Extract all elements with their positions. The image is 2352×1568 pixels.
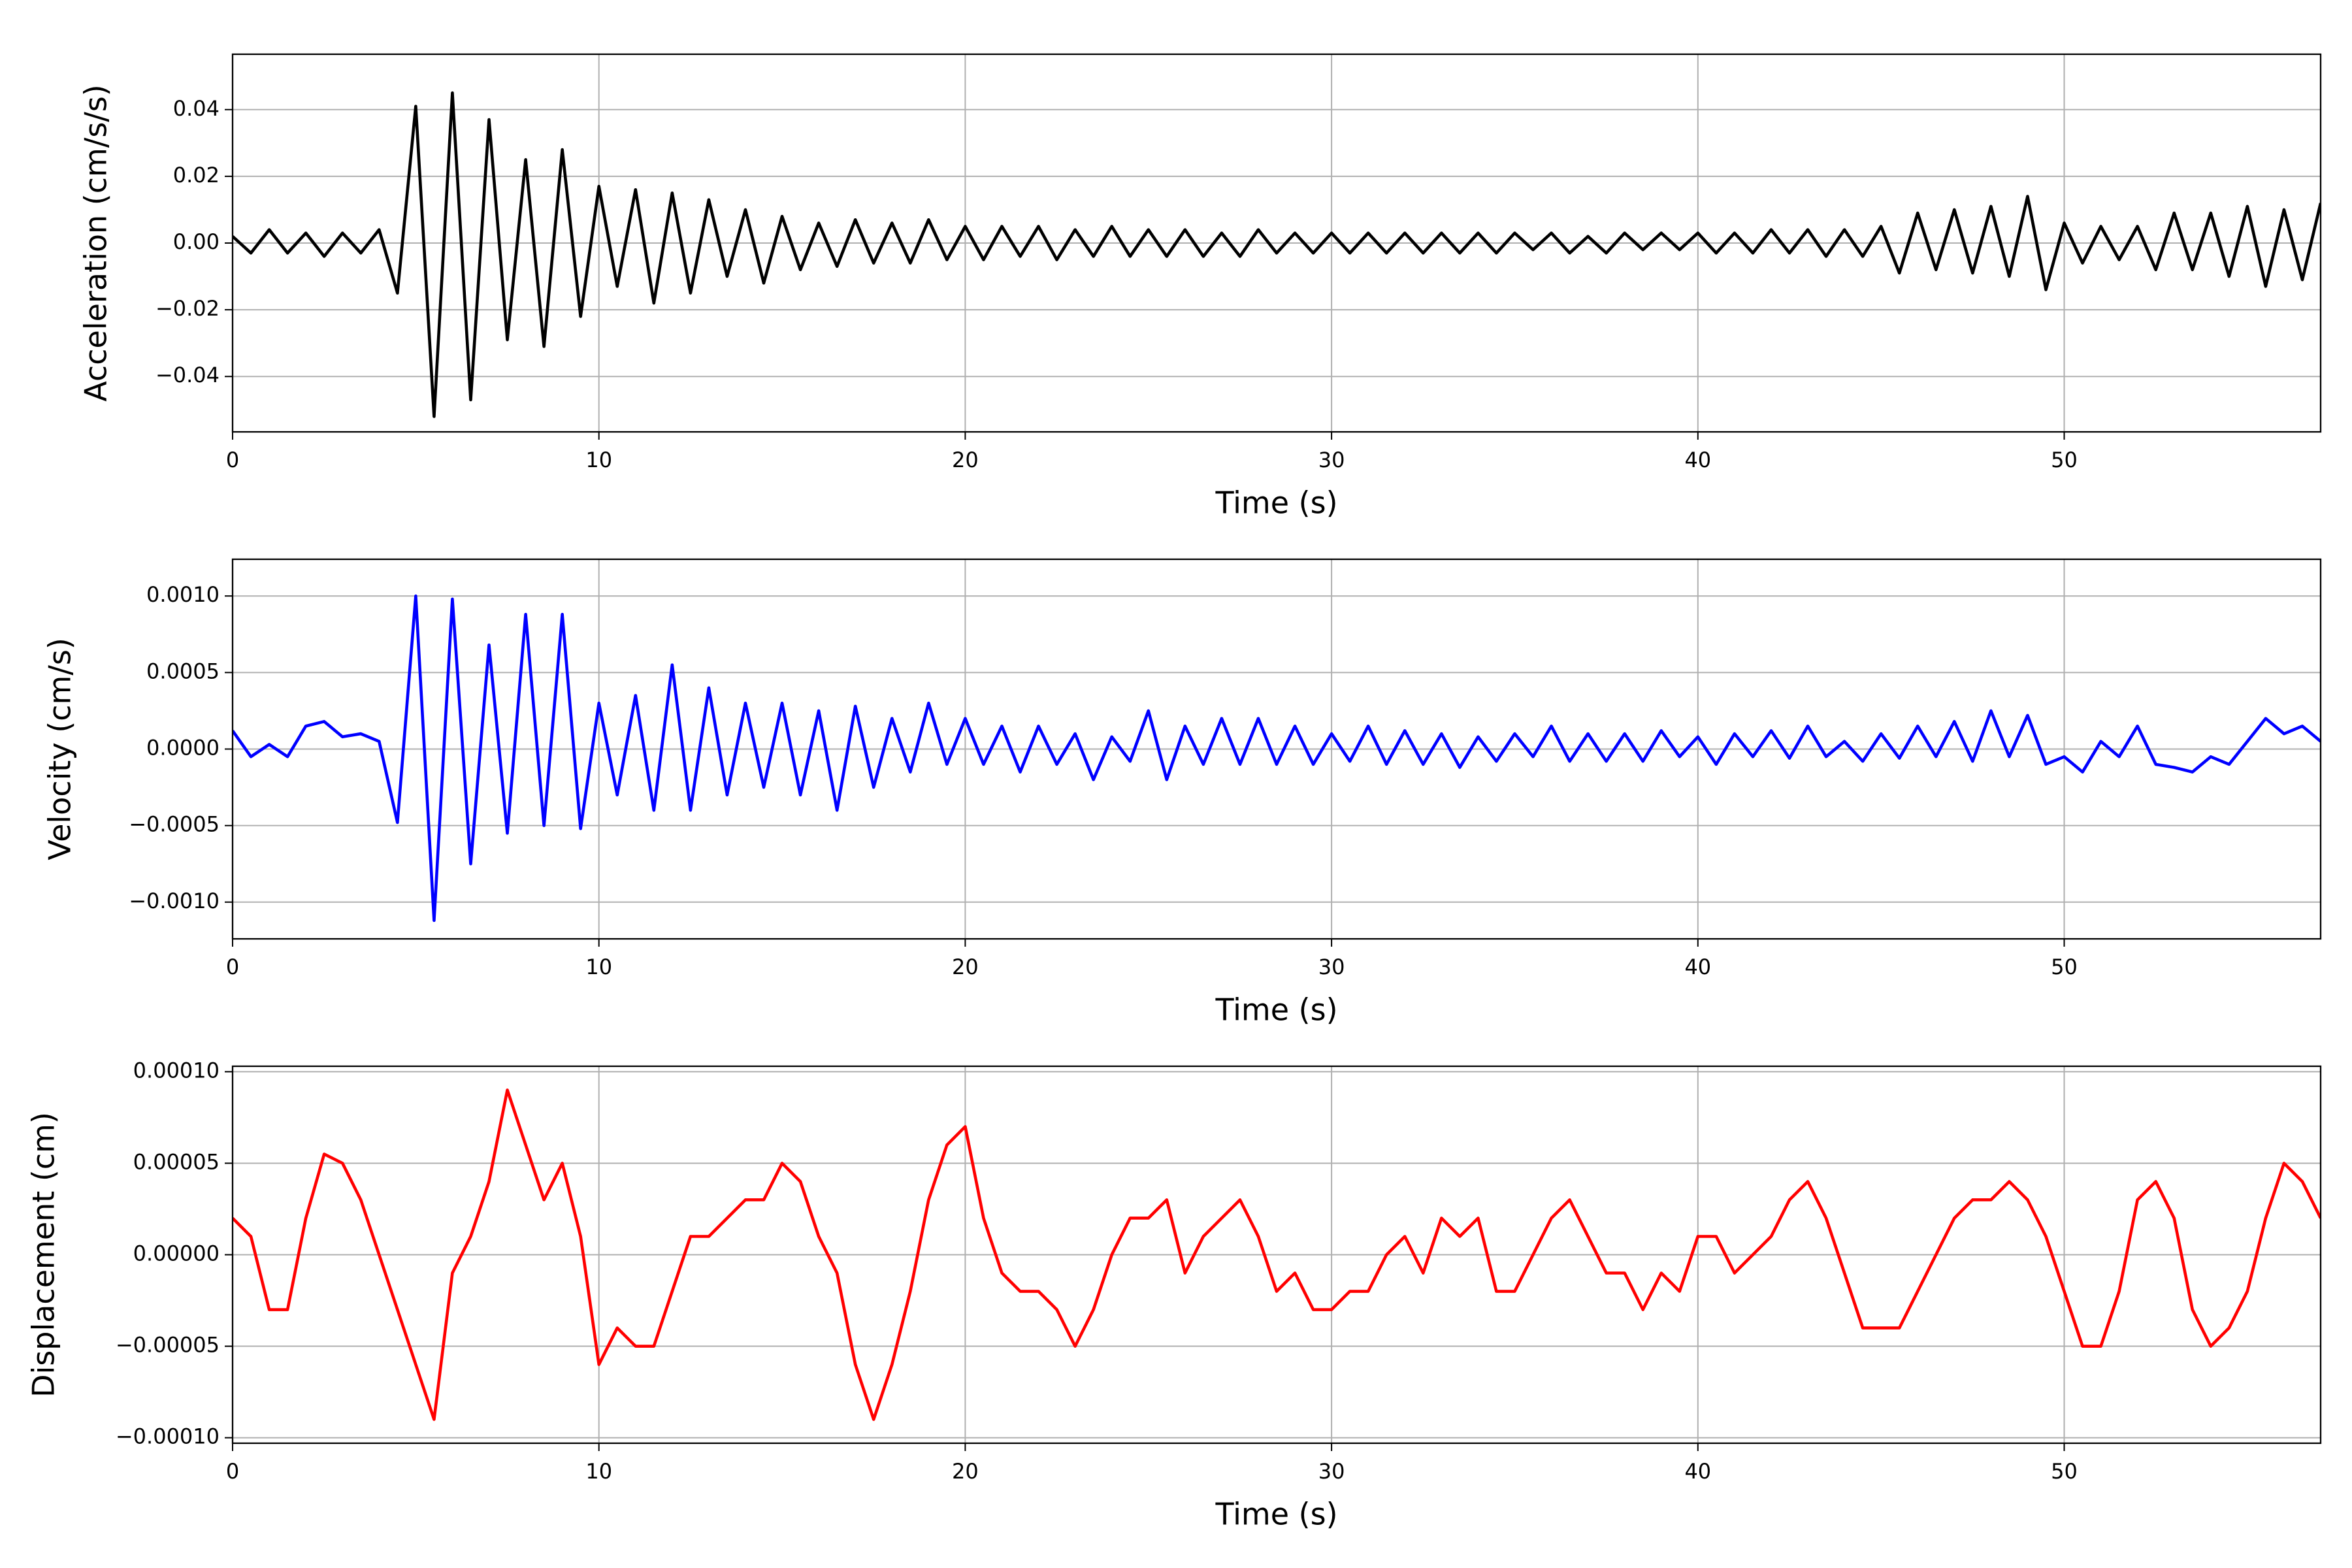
y-axis-label: Acceleration (cm/s/s) (78, 84, 114, 401)
y-tick-label: −0.00010 (116, 1424, 220, 1449)
x-tick-label: 0 (226, 955, 239, 979)
x-axis-label: Time (s) (1215, 1497, 1337, 1532)
x-tick-label: 50 (2051, 1459, 2078, 1484)
x-tick-label: 20 (952, 1459, 979, 1484)
y-tick-label: −0.0010 (129, 889, 220, 913)
x-tick-label: 10 (585, 448, 612, 472)
y-axis-label: Displacement (cm) (26, 1112, 61, 1397)
plot-frame (231, 1065, 2322, 1445)
x-tick-label: 30 (1318, 448, 1345, 472)
y-axis-label: Velocity (cm/s) (42, 638, 78, 860)
y-tick-label: −0.0005 (129, 812, 220, 837)
x-tick-label: 0 (226, 1459, 239, 1484)
x-tick-label: 40 (1684, 955, 1711, 979)
plot-frame (231, 53, 2322, 433)
x-tick-label: 20 (952, 448, 979, 472)
x-tick-label: 10 (585, 955, 612, 979)
y-tick-label: 0.0005 (146, 659, 220, 683)
x-tick-label: 30 (1318, 955, 1345, 979)
y-tick-label: 0.00 (173, 229, 220, 254)
x-tick-label: 0 (226, 448, 239, 472)
y-tick-label: 0.00010 (133, 1058, 220, 1083)
y-tick-label: 0.0010 (146, 582, 220, 607)
plot-frame (231, 558, 2322, 940)
data-line (233, 594, 2321, 923)
y-tick-label: 0.02 (173, 163, 220, 188)
x-tick-label: 20 (952, 955, 979, 979)
x-tick-label: 10 (585, 1459, 612, 1484)
x-tick-label: 30 (1318, 1459, 1345, 1484)
y-tick-label: −0.00005 (116, 1333, 220, 1358)
x-axis-label: Time (s) (1215, 992, 1337, 1028)
x-tick-label: 40 (1684, 1459, 1711, 1484)
x-tick-label: 50 (2051, 448, 2078, 472)
y-tick-label: 0.04 (173, 96, 220, 121)
x-tick-label: 40 (1684, 448, 1711, 472)
x-tick-label: 50 (2051, 955, 2078, 979)
data-line (233, 91, 2321, 418)
x-axis-label: Time (s) (1215, 485, 1337, 521)
y-tick-label: −0.04 (155, 363, 220, 387)
y-tick-label: 0.0000 (146, 736, 220, 760)
y-tick-label: −0.02 (155, 296, 220, 321)
data-line (233, 1088, 2321, 1421)
y-tick-label: 0.00000 (133, 1241, 220, 1266)
y-tick-label: 0.00005 (133, 1149, 220, 1174)
